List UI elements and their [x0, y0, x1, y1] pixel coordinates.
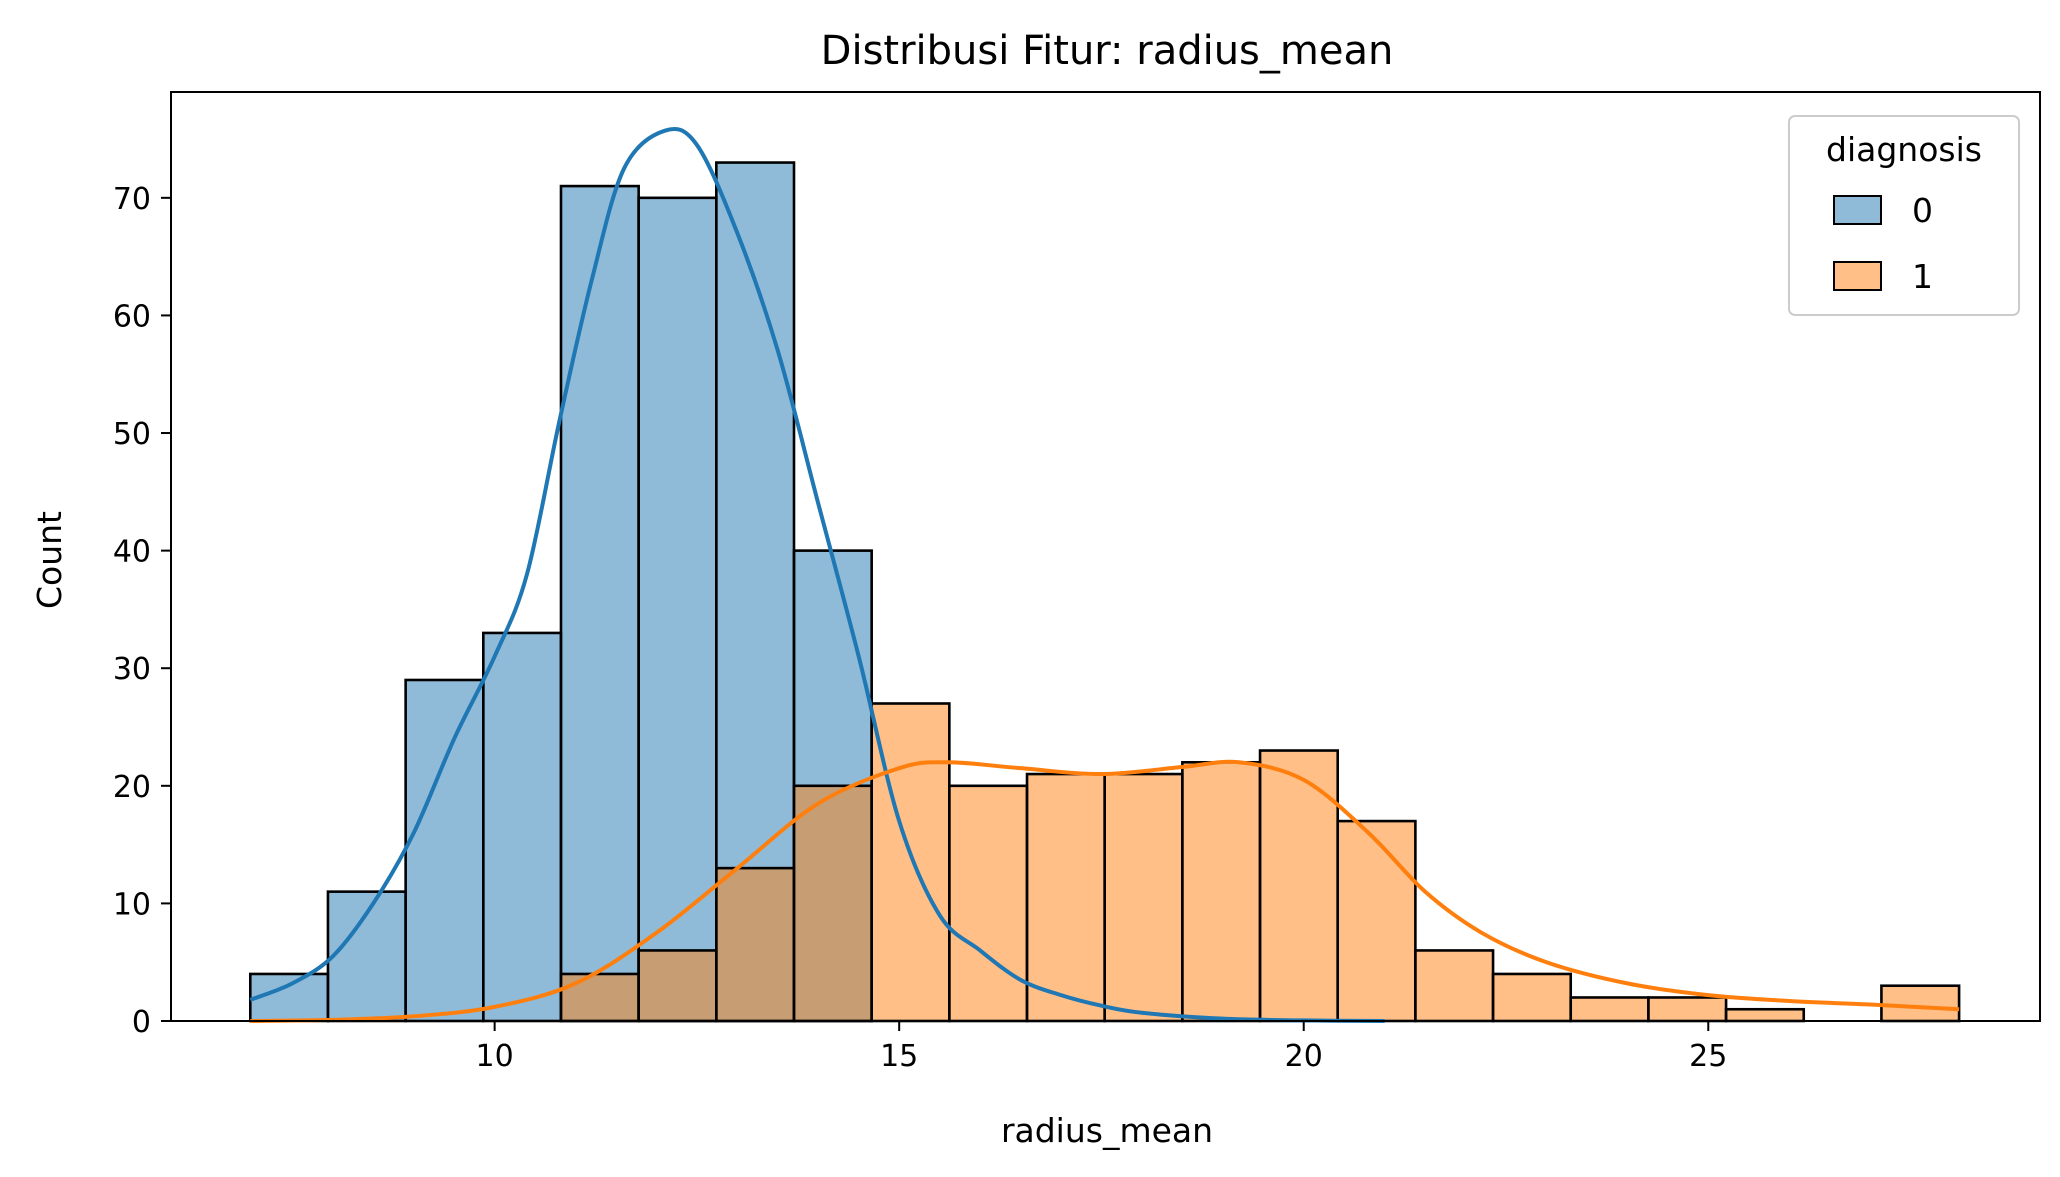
bar-series-1-bin-6 [715, 866, 796, 1023]
y-tick-label-40: 40 [113, 535, 151, 570]
x-axis-title: radius_mean [1001, 1111, 1213, 1150]
bar-series-0-bin-5 [637, 196, 718, 1023]
bar-series-1-bin-10 [1025, 772, 1106, 1023]
y-tick-label-60: 60 [113, 299, 151, 334]
x-tick-label-25: 25 [1689, 1039, 1727, 1074]
bar-series-0-bin-2 [404, 678, 485, 1023]
bar-series-1-bin-18 [1647, 996, 1728, 1023]
bar-series-1-bin-17 [1569, 996, 1650, 1023]
legend-label-0: 0 [1912, 191, 1933, 230]
legend: diagnosis 0 1 [1788, 115, 2020, 316]
kde-lines [249, 126, 1960, 1023]
bar-series-1-bin-15 [1414, 949, 1495, 1023]
bar-series-1-bin-4 [559, 972, 640, 1023]
bar-series-1-bin-8 [870, 702, 951, 1023]
bar-series-1-bin-12 [1181, 760, 1262, 1023]
bar-series-1-bin-16 [1491, 972, 1573, 1023]
legend-title: diagnosis [1826, 130, 1982, 169]
x-tick-label-20: 20 [1285, 1039, 1323, 1074]
bar-series-0-bin-3 [482, 631, 563, 1023]
x-tick-label-15: 15 [880, 1039, 918, 1074]
y-tick-label-50: 50 [113, 417, 151, 452]
bar-series-1-bin-7 [792, 784, 873, 1023]
bar-series-1-bin-9 [948, 784, 1029, 1023]
legend-label-1: 1 [1912, 257, 1933, 296]
y-tick-label-30: 30 [113, 652, 151, 687]
y-tick-label-10: 10 [113, 887, 151, 922]
bar-series-1-bin-14 [1336, 819, 1417, 1023]
chart-title: Distribusi Fitur: radius_mean [821, 28, 1394, 74]
y-tick-label-70: 70 [113, 182, 151, 217]
legend-swatch-0 [1833, 195, 1882, 225]
kde-line-1 [250, 759, 1960, 1023]
legend-swatch-1 [1833, 261, 1882, 291]
bar-series-1-bin-11 [1103, 772, 1184, 1023]
bar-series-1-bin-5 [637, 949, 718, 1023]
bar-series-1-bin-21 [1880, 984, 1961, 1023]
y-axis-title: Count [30, 511, 69, 609]
y-tick-label-0: 0 [132, 1005, 151, 1040]
plot-frame [170, 91, 2041, 1022]
series-1-bars [559, 702, 1961, 1023]
y-tick-label-20: 20 [113, 770, 151, 805]
kde-line-0 [249, 126, 1385, 1023]
y-axis: 0 10 20 30 40 50 60 70 [113, 182, 171, 1040]
x-tick-label-10: 10 [476, 1039, 514, 1074]
x-axis: 10 15 20 25 [476, 1021, 1727, 1074]
bar-series-1-bin-19 [1724, 1007, 1806, 1023]
bar-series-1-bin-13 [1258, 749, 1340, 1023]
bar-series-0-bin-4 [559, 184, 640, 1023]
